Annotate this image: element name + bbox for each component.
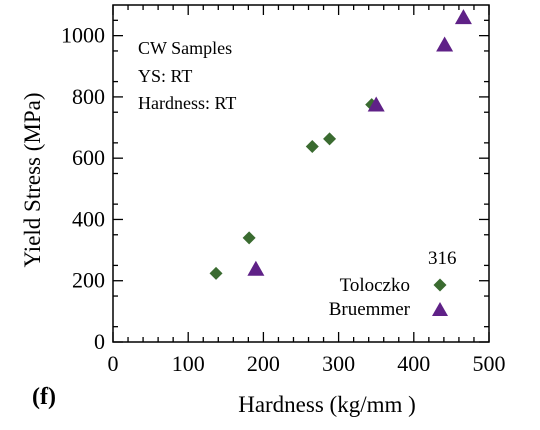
x-axis-tick-labels: 0 100 200 300 400 500 [108,351,506,376]
y-tick-label: 400 [72,206,105,231]
x-tick-label: 0 [108,351,119,376]
annotation-hardness-rt: Hardness: RT [138,93,236,113]
y-tick-label: 1000 [61,23,105,48]
y-axis-ticks [113,19,489,343]
data-point-toloczko [323,132,337,146]
data-point-bruemmer [247,260,265,276]
data-point-toloczko [209,266,223,280]
data-point-toloczko [242,231,256,245]
legend-entry-toloczko: Toloczko [340,275,447,296]
legend-label-bruemmer: Bruemmer [329,299,411,320]
panel-label: (f) [32,384,56,410]
legend-marker-diamond [433,278,447,292]
legend-label-toloczko: Toloczko [340,275,410,296]
data-points [209,9,472,280]
data-point-bruemmer [454,9,472,25]
data-point-toloczko [305,140,319,154]
x-axis-title: Hardness (kg/mm ) [238,392,416,417]
y-tick-label: 0 [94,329,105,354]
y-tick-label: 800 [72,84,105,109]
y-axis-tick-labels: 0 200 400 600 800 1000 [61,23,105,354]
legend-entry-bruemmer: Bruemmer [329,299,448,320]
data-point-bruemmer [367,96,385,112]
y-axis-title: Yield Stress (MPa) [20,92,45,267]
annotation-ys-rt: YS: RT [138,66,192,86]
x-tick-label: 100 [172,351,205,376]
x-tick-label: 200 [247,351,280,376]
x-tick-label: 300 [322,351,355,376]
legend-marker-triangle [432,302,448,316]
data-point-bruemmer [436,36,454,52]
x-axis-ticks [112,5,490,342]
x-tick-label: 400 [397,351,430,376]
y-tick-label: 200 [72,268,105,293]
annotation-cw-samples: CW Samples [138,38,232,58]
legend-title: 316 [428,248,457,269]
y-tick-label: 600 [72,145,105,170]
x-tick-label: 500 [473,351,506,376]
